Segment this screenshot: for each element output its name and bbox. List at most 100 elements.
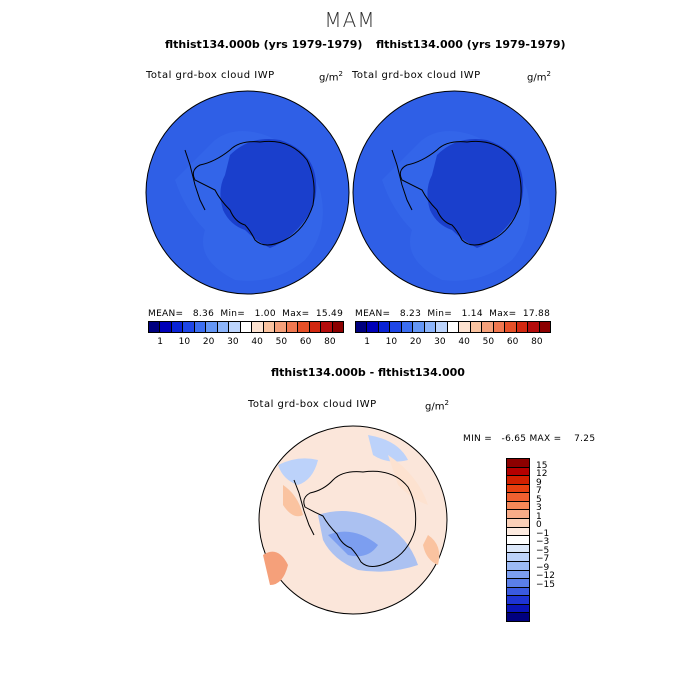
right-colorbar <box>355 321 551 333</box>
colorbar-tick-label: 40 <box>251 337 263 347</box>
left-coastline <box>192 140 315 246</box>
colorbar-tick-label: 1 <box>364 337 370 347</box>
colorbar-swatch <box>424 322 437 332</box>
diff-colorbar-tick-label: 12 <box>536 469 548 480</box>
diff-title: flthist134.000b - flthist134.000 <box>271 366 465 379</box>
diff-colorbar-tick-label: −9 <box>536 562 550 573</box>
colorbar-swatch <box>309 322 322 332</box>
right-coastline <box>399 140 522 246</box>
colorbar-swatch <box>447 322 460 332</box>
diff-colorbar-swatch <box>507 459 529 468</box>
diff-colorbar-tick-label: −5 <box>536 545 550 556</box>
colorbar-tick-label: 10 <box>385 337 398 347</box>
colorbar-swatch <box>171 322 184 332</box>
diff-colorbar-swatch <box>507 476 529 485</box>
diff-coastline <box>303 470 417 567</box>
diff-colorbar-tick-label: 9 <box>536 477 542 488</box>
colorbar-swatch <box>390 322 402 332</box>
colorbar-swatch <box>470 322 483 332</box>
colorbar-swatch <box>413 322 425 332</box>
colorbar-swatch <box>516 322 529 332</box>
diff-min-max: MIN = -6.65 MAX = 7.25 <box>463 434 596 444</box>
diff-colorbar-swatch <box>507 561 529 571</box>
diff-colorbar-swatch <box>507 536 529 545</box>
colorbar-tick-label: 80 <box>531 337 543 347</box>
diff-colorbar-swatch <box>507 596 529 605</box>
colorbar-tick-label: 50 <box>275 337 288 347</box>
colorbar-swatch <box>149 322 161 332</box>
diff-colorbar-tick-label: 7 <box>536 486 542 497</box>
right-unit-label: g/m2 <box>527 70 551 84</box>
colorbar-tick-label: 50 <box>482 337 495 347</box>
diff-field-label: Total grd-box cloud IWP <box>248 399 377 410</box>
colorbar-swatch <box>401 322 414 332</box>
diff-colorbar-swatch <box>507 613 529 621</box>
colorbar-tick-label: 1 <box>157 337 163 347</box>
colorbar-swatch <box>482 322 494 332</box>
diff-colorbar-tick-label: −7 <box>536 554 550 565</box>
colorbar-swatch <box>459 322 471 332</box>
colorbar-swatch <box>378 322 391 332</box>
diff-colorbar-swatch <box>507 501 529 511</box>
diff-colorbar-swatch <box>507 587 529 597</box>
colorbar-swatch <box>332 322 343 332</box>
colorbar-swatch <box>183 322 195 332</box>
colorbar-swatch <box>528 322 540 332</box>
right-case-title: flthist134.000 (yrs 1979-1979) <box>376 38 566 51</box>
left-colorbar <box>148 321 344 333</box>
left-polar-map <box>145 90 350 295</box>
right-polar-map <box>352 90 557 295</box>
diff-colorbar-swatch <box>507 570 529 580</box>
colorbar-swatch <box>367 322 379 332</box>
diff-colorbar-swatch <box>507 579 529 588</box>
diff-colorbar <box>506 458 530 622</box>
diff-colorbar-swatch <box>507 553 529 562</box>
colorbar-tick-label: 60 <box>506 337 519 347</box>
season-title: MAM <box>324 8 376 32</box>
colorbar-swatch <box>321 322 333 332</box>
colorbar-swatch <box>436 322 448 332</box>
right-colorbar-ticks: 1 10 20 30 40 50 60 80 <box>355 337 549 349</box>
colorbar-swatch <box>275 322 287 332</box>
colorbar-swatch <box>160 322 172 332</box>
diff-colorbar-swatch <box>507 604 529 614</box>
diff-colorbar-swatch <box>507 527 529 537</box>
diff-colorbar-tick-label: 5 <box>536 494 542 505</box>
diff-colorbar-swatch <box>507 467 529 477</box>
left-unit-label: g/m2 <box>319 70 343 84</box>
colorbar-tick-label: 30 <box>227 337 239 347</box>
colorbar-tick-label: 20 <box>202 337 215 347</box>
diff-colorbar-swatch <box>507 484 529 494</box>
diff-colorbar-ticks: 15 12 9 7 5 3 1 0 −1 −3 −5 −7 −9 −12 −15 <box>536 458 576 620</box>
colorbar-tick-label: 60 <box>299 337 312 347</box>
diff-unit-label: g/m2 <box>425 399 449 413</box>
diff-colorbar-swatch <box>507 493 529 502</box>
colorbar-swatch <box>194 322 207 332</box>
colorbar-tick-label: 40 <box>458 337 470 347</box>
left-field-label: Total grd-box cloud IWP <box>146 70 275 81</box>
colorbar-tick-label: 10 <box>178 337 191 347</box>
diff-colorbar-tick-label: −12 <box>536 571 555 582</box>
diff-colorbar-tick-label: 1 <box>536 511 542 522</box>
diff-colorbar-tick-label: −3 <box>536 537 550 548</box>
colorbar-swatch <box>252 322 264 332</box>
diff-colorbar-tick-label: 0 <box>536 520 542 531</box>
right-field-label: Total grd-box cloud IWP <box>352 70 481 81</box>
colorbar-swatch <box>298 322 310 332</box>
diff-colorbar-tick-label: −15 <box>536 579 555 590</box>
colorbar-swatch <box>206 322 218 332</box>
diff-colorbar-swatch <box>507 544 529 554</box>
colorbar-swatch <box>539 322 550 332</box>
diff-polar-map <box>258 425 448 615</box>
colorbar-swatch <box>229 322 241 332</box>
colorbar-swatch <box>217 322 230 332</box>
colorbar-swatch <box>356 322 368 332</box>
colorbar-swatch <box>240 322 253 332</box>
right-stats: MEAN= 8.23 Min= 1.14 Max= 17.88 <box>355 309 551 319</box>
diff-colorbar-tick-label: 3 <box>536 503 542 514</box>
colorbar-swatch <box>263 322 276 332</box>
colorbar-tick-label: 30 <box>434 337 446 347</box>
left-case-title: flthist134.000b (yrs 1979-1979) <box>165 38 363 51</box>
left-stats: MEAN= 8.36 Min= 1.00 Max= 15.49 <box>148 309 344 319</box>
diff-colorbar-tick-label: 15 <box>536 460 548 471</box>
